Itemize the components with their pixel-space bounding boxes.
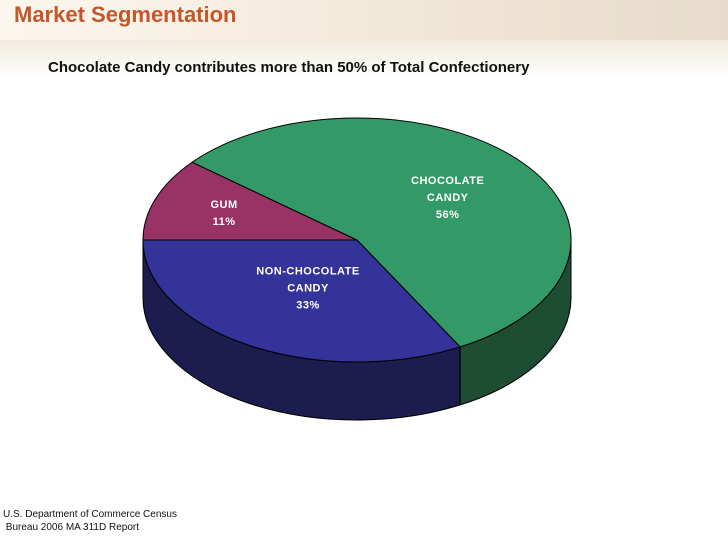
slide-title: Market Segmentation [14,2,237,27]
slice-name-gum: GUM [211,199,238,211]
pie-slice-gum [142,161,358,241]
slice-pct-non-chocolate-candy: 33% [296,299,320,311]
slice-pct-chocolate-candy: 56% [436,209,460,221]
source-line-1: U.S. Department of Commerce Census [3,509,177,520]
source-line-2: Bureau 2006 MA 311D Report [3,522,140,533]
slice-name-non-chocolate-candy: CANDY [287,282,329,294]
slice-name-chocolate-candy: CANDY [427,192,469,204]
pie-tops [142,117,572,363]
source-note: U.S. Department of Commerce Census Burea… [3,508,177,534]
chart-subtitle: Chocolate Candy contributes more than 50… [48,59,530,76]
header-band [0,0,728,80]
slice-name-chocolate-candy: CHOCOLATE [411,175,484,187]
pie-slice-chocolate-candy [191,117,572,348]
pie-slice-non-chocolate-candy [142,239,461,363]
slice-pct-gum: 11% [213,216,236,228]
slice-label-gum: GUM 11% [211,199,238,228]
slice-label-chocolate-candy: CHOCOLATE CANDY 56% [411,175,484,221]
slice-label-non-chocolate-candy: NON-CHOCOLATE CANDY 33% [256,265,359,311]
slice-name-non-chocolate-candy: NON-CHOCOLATE [256,265,359,277]
pie-labels: GUM 11% CHOCOLATE CANDY 56% NON-CHOCOLATE CAND… [211,175,484,311]
